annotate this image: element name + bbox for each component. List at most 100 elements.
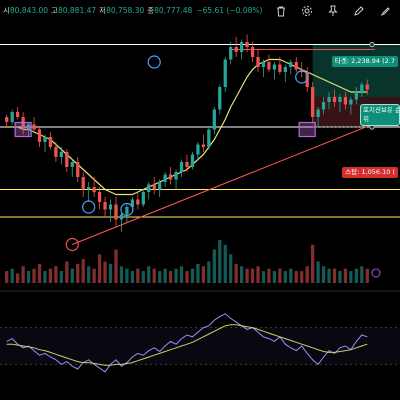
candle-body-9 — [54, 147, 58, 157]
candle-body-10 — [59, 152, 63, 157]
volume-bar-40 — [223, 244, 227, 283]
horizontal-levels — [0, 44, 400, 218]
candle-body-66 — [365, 84, 369, 90]
candle-body-39 — [218, 87, 222, 110]
trash-icon[interactable] — [274, 4, 288, 18]
volume-bar-2 — [16, 273, 20, 283]
pin-icon[interactable] — [326, 4, 340, 18]
settings-icon[interactable] — [300, 4, 314, 18]
volume-bar-30 — [168, 271, 173, 283]
volume-bar-44 — [245, 268, 249, 283]
close-value: 80,777.48 — [154, 5, 193, 15]
open-value: 80,843.00 — [9, 5, 49, 15]
volume-bar-36 — [201, 266, 206, 283]
marker-square-0 — [14, 121, 32, 138]
low-value: 80,758.30 — [106, 5, 145, 15]
volume-series — [5, 240, 369, 283]
candle-body-13 — [76, 162, 80, 177]
candle-body-56 — [311, 87, 315, 117]
volume-bar-58 — [321, 266, 326, 283]
marker-circle-2 — [120, 202, 134, 217]
candle-body-40 — [223, 59, 227, 87]
volume-bar-11 — [65, 261, 69, 283]
volume-bar-34 — [190, 268, 195, 283]
candle-body-3 — [21, 117, 25, 130]
candle-body-18 — [103, 202, 107, 210]
alert-icon — [371, 268, 381, 278]
volume-bar-3 — [21, 266, 25, 283]
volume-bar-46 — [256, 266, 260, 283]
trendline-layer — [72, 124, 373, 245]
candle-body-7 — [43, 137, 47, 142]
marker-square-1 — [298, 121, 316, 138]
candle-body-15 — [87, 187, 91, 190]
volume-bar-41 — [229, 254, 233, 283]
candle-body-52 — [289, 62, 293, 67]
pencil-icon[interactable] — [352, 4, 366, 18]
volume-bar-7 — [43, 271, 47, 283]
target-handle — [369, 41, 375, 48]
oscillator-line — [6, 313, 368, 373]
candle-body-32 — [179, 162, 184, 172]
oscillator-signal-line — [6, 324, 368, 366]
volume-bar-20 — [114, 249, 118, 283]
candle-body-24 — [136, 199, 140, 205]
volume-bar-6 — [37, 263, 42, 283]
volume-bar-56 — [311, 244, 315, 283]
volume-bar-45 — [250, 268, 255, 283]
marker-circle-0 — [65, 237, 79, 252]
oscillator-band — [0, 327, 400, 365]
candle-body-11 — [65, 152, 69, 167]
candle-body-62 — [343, 97, 348, 105]
candle-body-2 — [16, 112, 20, 117]
volume-bar-39 — [218, 240, 222, 283]
volume-bar-21 — [119, 266, 124, 283]
candle-body-12 — [70, 162, 74, 167]
volume-bar-66 — [365, 268, 369, 283]
candle-body-20 — [114, 204, 118, 220]
volume-bar-0 — [5, 271, 9, 283]
candle-body-1 — [10, 112, 14, 122]
candle-body-38 — [212, 109, 216, 130]
volume-bar-55 — [305, 266, 309, 283]
volume-bar-52 — [289, 268, 293, 283]
low-label: 저 — [99, 5, 107, 15]
volume-bar-12 — [70, 268, 74, 283]
candle-body-63 — [349, 99, 353, 105]
candle-body-59 — [327, 97, 331, 102]
volume-bar-49 — [272, 271, 277, 283]
volume-bar-13 — [76, 263, 80, 283]
brush-icon[interactable] — [378, 4, 392, 18]
close-label: 종 — [147, 5, 155, 15]
candle-body-28 — [158, 182, 162, 190]
volume-bar-18 — [103, 261, 107, 283]
volume-bar-54 — [300, 271, 304, 283]
candle-body-46 — [256, 57, 260, 67]
candle-body-53 — [294, 62, 298, 70]
annotation-markers — [14, 41, 381, 278]
volume-bar-28 — [158, 271, 162, 283]
change-value: −65.61 (−0.08%) — [196, 5, 263, 15]
volume-bar-35 — [196, 263, 200, 283]
candle-body-0 — [5, 117, 9, 122]
open-label: 시 — [3, 5, 10, 15]
volume-bar-23 — [130, 271, 135, 283]
volume-bar-62 — [343, 268, 348, 283]
position-note-line2: 위 — [363, 115, 369, 123]
candle-body-49 — [272, 64, 277, 70]
candle-body-58 — [321, 102, 326, 110]
volume-bar-38 — [212, 249, 216, 283]
candle-body-43 — [239, 42, 244, 52]
candle-body-27 — [152, 184, 156, 190]
stop-price-tag: 스탑: 1,056.10 ( — [342, 167, 398, 178]
marker-circle-1 — [82, 200, 96, 214]
candle-body-8 — [48, 137, 53, 147]
candle-body-61 — [338, 97, 342, 102]
candle-body-64 — [354, 92, 358, 100]
volume-bar-16 — [92, 268, 96, 283]
volume-bar-9 — [54, 266, 58, 283]
candle-body-17 — [97, 192, 102, 202]
marker-circle-3 — [147, 55, 161, 69]
candlestick-series — [5, 34, 369, 232]
